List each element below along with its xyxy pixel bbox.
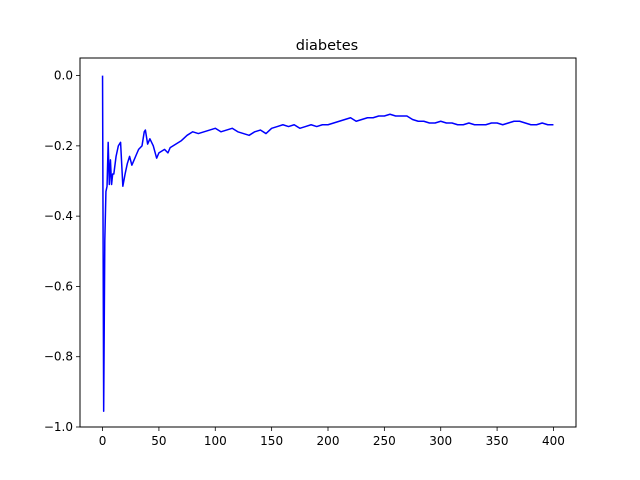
chart-title: diabetes bbox=[296, 38, 358, 54]
y-tick-label: 0.0 bbox=[54, 69, 73, 83]
x-tick-label: 0 bbox=[99, 434, 107, 448]
x-tick-label: 300 bbox=[429, 434, 452, 448]
y-tick-label: −0.2 bbox=[44, 139, 73, 153]
x-tick-label: 100 bbox=[204, 434, 227, 448]
y-tick-label: −0.6 bbox=[44, 279, 73, 293]
plot-frame bbox=[79, 57, 577, 428]
x-tick-label: 400 bbox=[542, 434, 565, 448]
x-tick-label: 150 bbox=[260, 434, 283, 448]
x-tick-label: 50 bbox=[151, 434, 166, 448]
y-tick-label: −0.8 bbox=[44, 350, 73, 364]
x-tick-label: 200 bbox=[317, 434, 340, 448]
x-tick-label: 350 bbox=[486, 434, 509, 448]
y-tick-label: −0.4 bbox=[44, 209, 73, 223]
series-line-0 bbox=[101, 75, 554, 412]
plot-area bbox=[101, 75, 554, 412]
x-tick-label: 250 bbox=[373, 434, 396, 448]
y-tick-label: −1.0 bbox=[44, 420, 73, 434]
axis-ticks: 0 50 100 150 200 250 300 350 400 0.0 −0.2 −0.4 −0.6 −… bbox=[44, 69, 565, 448]
